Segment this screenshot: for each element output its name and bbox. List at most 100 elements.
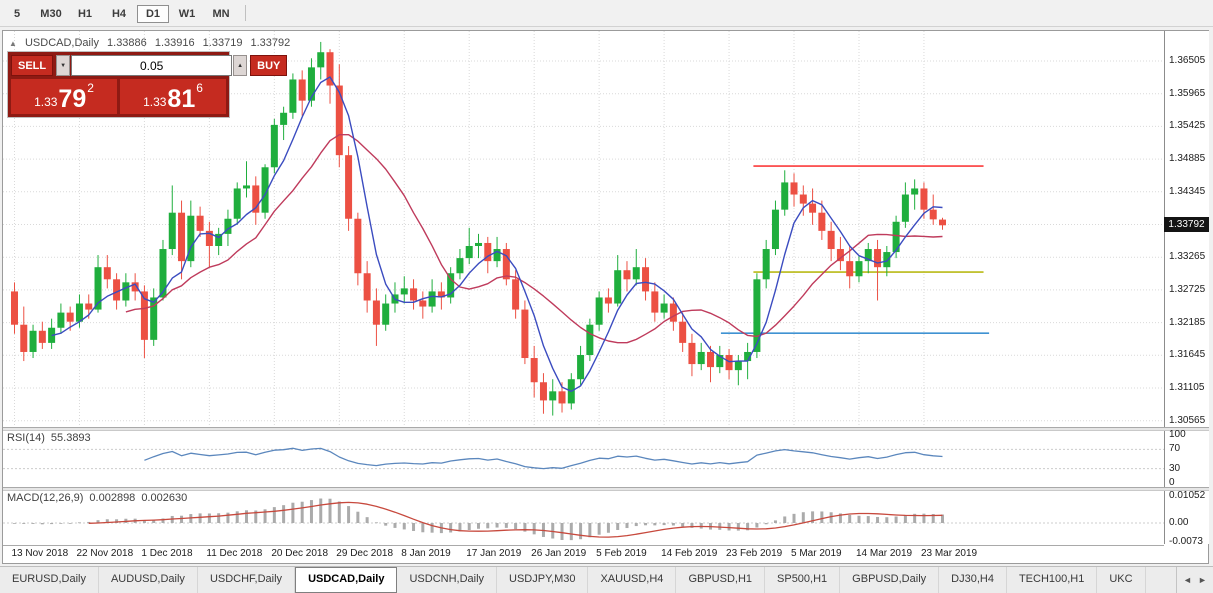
- ohlc-close: 1.33792: [250, 37, 291, 49]
- macd-axis: 0.01052 0.00 -0.0073: [1164, 490, 1209, 547]
- tab-gbpusd-daily[interactable]: GBPUSD,Daily: [840, 567, 940, 593]
- current-price-tag: 1.33792: [1164, 217, 1209, 233]
- date-axis-label: 20 Dec 2018: [271, 548, 329, 559]
- date-axis-label: 11 Dec 2018: [206, 548, 263, 559]
- date-axis-label: 5 Feb 2019: [596, 548, 647, 559]
- timeframe-toolbar: 5 M30 H1 H4 D1 W1 MN: [0, 0, 1213, 27]
- date-axis: 13 Nov 2018 22 Nov 2018 1 Dec 2018 11 Dec 2…: [3, 545, 1164, 563]
- date-axis-label: 14 Mar 2019: [855, 548, 913, 559]
- price-axis-label: 1.31645: [1169, 349, 1206, 361]
- rsi-axis-label: 70: [1169, 443, 1181, 455]
- tab-scroll-right-icon[interactable]: ►: [1198, 575, 1207, 585]
- tab-usdchf-daily[interactable]: USDCHF,Daily: [198, 567, 296, 593]
- buy-button[interactable]: BUY: [250, 55, 288, 76]
- rsi-axis-label: 0: [1169, 477, 1175, 488]
- volume-decrease-button[interactable]: ▼: [56, 55, 71, 76]
- rsi-axis: 100 70 30 0: [1164, 429, 1209, 488]
- tab-eurusd-daily[interactable]: EURUSD,Daily: [0, 567, 99, 593]
- timeframe-button-d1[interactable]: D1: [137, 4, 169, 23]
- price-axis-label: 1.32725: [1169, 283, 1206, 295]
- timeframe-button-h4[interactable]: H4: [111, 7, 127, 20]
- panel-separator[interactable]: [3, 487, 1209, 491]
- tab-audusd-daily[interactable]: AUDUSD,Daily: [99, 567, 198, 593]
- date-axis-label: 5 Mar 2019: [791, 548, 842, 559]
- tab-tech100-h1[interactable]: TECH100,H1: [1007, 567, 1098, 593]
- chart-title: ▲ USDCAD,Daily 1.33886 1.33916 1.33719 1…: [9, 37, 295, 49]
- price-axis-label: 1.35965: [1169, 87, 1206, 99]
- ohlc-open: 1.33886: [107, 37, 147, 49]
- current-price-value: 1.33792: [1168, 219, 1205, 231]
- volume-input[interactable]: [71, 55, 233, 76]
- macd-axis-label: 0.01052: [1169, 490, 1206, 502]
- price-axis-label: 1.32185: [1169, 316, 1206, 328]
- price-axis-label: 1.30565: [1169, 414, 1206, 426]
- date-axis-label: 22 Nov 2018: [76, 548, 134, 559]
- volume-increase-button[interactable]: ▲: [233, 55, 248, 76]
- price-axis-label: 1.35425: [1169, 120, 1206, 132]
- ohlc-low: 1.33719: [202, 37, 243, 49]
- rsi-value: 55.3893: [50, 432, 91, 444]
- chart-tab-bar: EURUSD,Daily AUDUSD,Daily USDCHF,Daily USDC…: [0, 566, 1213, 593]
- sell-price-pipette: 2: [87, 81, 94, 95]
- macd-main-value: 0.002898: [89, 492, 136, 504]
- sell-price-button[interactable]: 1.33 79 2: [11, 79, 117, 114]
- price-axis-label: 1.36505: [1169, 55, 1206, 66]
- macd-signal-value: 0.002630: [141, 492, 188, 504]
- macd-panel-canvas[interactable]: [3, 491, 1164, 544]
- panel-separator[interactable]: [3, 427, 1209, 431]
- sell-price-pips: 79: [58, 85, 87, 113]
- tab-usdcnh-daily[interactable]: USDCNH,Daily: [397, 567, 498, 593]
- macd-axis-label: -0.0073: [1169, 535, 1203, 547]
- date-axis-label: 8 Jan 2019: [401, 548, 451, 559]
- chart-tabs: EURUSD,Daily AUDUSD,Daily USDCHF,Daily USDC…: [0, 567, 1176, 593]
- price-axis-label: 1.34345: [1169, 185, 1206, 197]
- buy-price-pipette: 6: [196, 81, 203, 95]
- ohlc-high: 1.33916: [154, 37, 195, 49]
- macd-axis-label: 0.00: [1169, 517, 1189, 528]
- date-axis-label: 23 Feb 2019: [726, 548, 783, 559]
- date-axis-label: 1 Dec 2018: [141, 548, 193, 559]
- date-axis-label: 26 Jan 2019: [531, 548, 587, 559]
- price-axis-label: 1.31105: [1169, 382, 1205, 393]
- tab-usdcad-daily[interactable]: USDCAD,Daily: [295, 567, 398, 593]
- rsi-panel-canvas[interactable]: [3, 431, 1164, 487]
- volume-spinner: ▼ ▲: [56, 55, 248, 76]
- timeframe-button-h1[interactable]: H1: [77, 7, 93, 20]
- price-axis-label: 1.34885: [1169, 153, 1206, 165]
- buy-price-button[interactable]: 1.33 81 6: [120, 79, 226, 114]
- sell-button[interactable]: SELL: [11, 55, 54, 76]
- date-axis-label: 29 Dec 2018: [336, 548, 394, 559]
- timeframe-button-mn[interactable]: MN: [212, 7, 230, 20]
- rsi-name: RSI(14): [7, 432, 45, 444]
- price-axis-label: 1.33265: [1169, 251, 1206, 263]
- buy-price-figure: 1.33: [143, 95, 167, 109]
- tab-sp500-h1[interactable]: SP500,H1: [765, 567, 841, 593]
- date-axis-label: 17 Jan 2019: [466, 548, 522, 559]
- chart-symbol: USDCAD,Daily: [24, 37, 99, 49]
- toolbar-separator: [245, 5, 246, 21]
- timeframe-button-m30[interactable]: M30: [40, 7, 62, 20]
- tab-usdjpy-m30[interactable]: USDJPY,M30: [497, 567, 589, 593]
- timeframe-buttons: 5 M30 H1 H4 D1 W1 MN: [0, 4, 238, 23]
- timeframe-button-w1[interactable]: W1: [178, 7, 196, 20]
- timeframe-button-5[interactable]: 5: [13, 7, 21, 20]
- tab-xauusd-h4[interactable]: XAUUSD,H4: [588, 567, 677, 593]
- tab-scroll-controls: ◄ ►: [1176, 567, 1213, 593]
- buy-price-pips: 81: [167, 85, 196, 113]
- rsi-axis-label: 100: [1169, 429, 1186, 440]
- date-axis-label: 14 Feb 2019: [661, 548, 718, 559]
- tab-ukc[interactable]: UKC: [1097, 567, 1146, 593]
- tab-dj30-h4[interactable]: DJ30,H4: [939, 567, 1007, 593]
- date-axis-label: 13 Nov 2018: [11, 548, 69, 559]
- rsi-label: RSI(14) 55.3893: [7, 432, 97, 444]
- candlestick-series: [11, 41, 946, 416]
- chart-icon: ▲: [9, 39, 17, 48]
- tab-scroll-left-icon[interactable]: ◄: [1183, 575, 1192, 585]
- macd-label: MACD(12,26,9) 0.002898 0.002630: [7, 492, 193, 504]
- sell-price-figure: 1.33: [34, 95, 58, 109]
- tab-gbpusd-h1[interactable]: GBPUSD,H1: [676, 567, 766, 593]
- rsi-axis-label: 30: [1169, 462, 1181, 474]
- date-axis-label: 23 Mar 2019: [920, 548, 978, 559]
